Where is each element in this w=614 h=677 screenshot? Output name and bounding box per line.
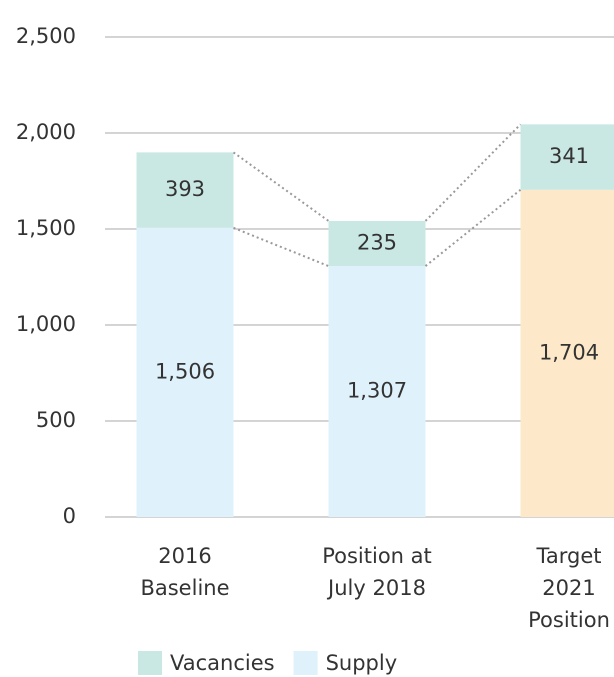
x-tick-label: July 2018 [326,576,426,600]
bar-segment [520,189,614,517]
x-tick-label: Baseline [140,576,229,600]
y-tick-label: 2,000 [16,120,76,144]
legend-label: Vacancies [170,651,275,675]
legend-label: Supply [326,651,398,675]
y-tick-label: 0 [63,504,76,528]
data-label: 393 [165,177,205,201]
data-label: 235 [357,230,397,254]
legend-swatch [138,651,162,675]
connector [233,226,329,267]
y-tick-label: 1,000 [16,312,76,336]
data-label: 1,506 [155,359,215,383]
y-tick-label: 1,500 [16,216,76,240]
legend-swatch [293,651,318,675]
x-tick-label: Position [528,608,610,632]
x-tick-label: Position at [322,544,432,568]
y-tick-label: 2,500 [16,24,76,48]
x-tick-label: 2016 [158,544,211,568]
connector [424,189,522,267]
x-tick-label: 2021 [542,576,595,600]
connector [232,151,330,222]
x-tick-label: Target [536,544,602,568]
bar-segment [136,152,234,228]
bar-segment [328,220,426,267]
connector [424,123,522,222]
bar-segment [136,227,234,517]
data-label: 1,704 [539,340,599,364]
data-label: 1,307 [347,379,407,403]
bar-segment [520,124,614,190]
y-tick-label: 500 [36,408,76,432]
bar-segment [328,266,426,517]
data-label: 341 [549,144,589,168]
